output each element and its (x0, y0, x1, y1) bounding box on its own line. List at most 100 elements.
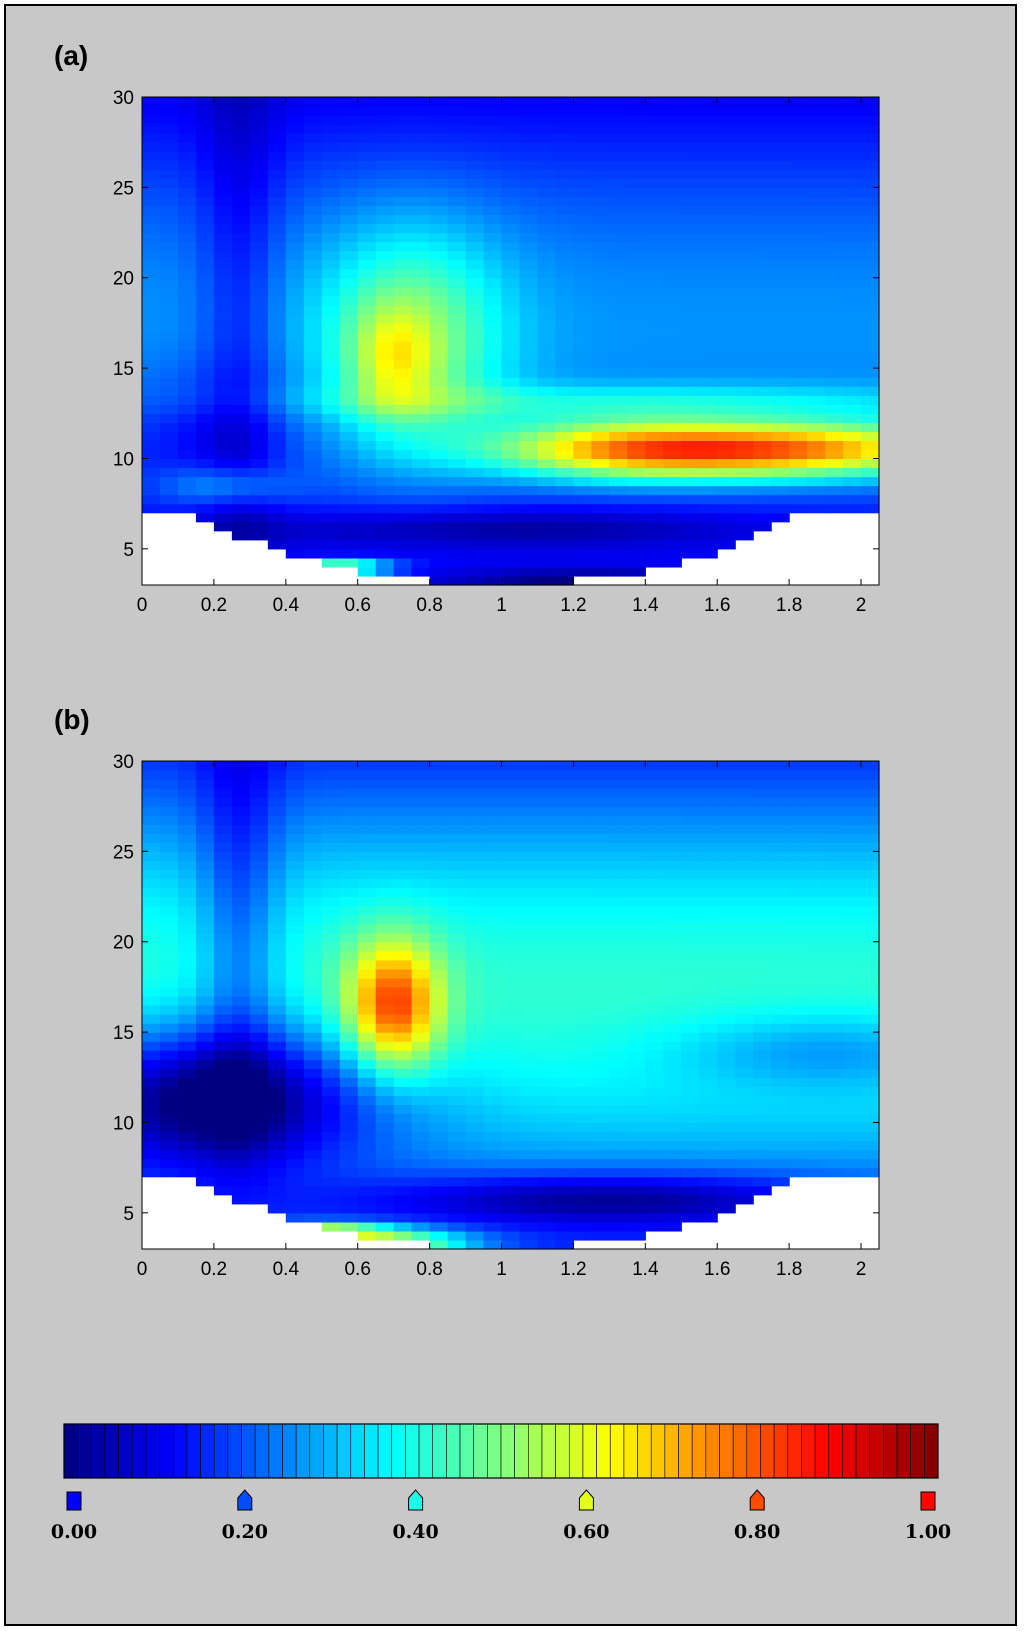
heatmap-cell (573, 1059, 592, 1069)
heatmap-cell (339, 1032, 359, 1042)
colorbar-swatch (282, 1423, 297, 1479)
heatmap-cell (627, 359, 646, 369)
heatmap-cell (177, 824, 197, 834)
heatmap-cell (753, 1077, 772, 1087)
heatmap-cell (681, 932, 700, 943)
heatmap-cell (519, 440, 539, 451)
heatmap-cell (411, 250, 431, 261)
heatmap-cell (393, 1050, 413, 1060)
heatmap-cell (159, 331, 179, 342)
heatmap-cell (537, 923, 557, 934)
heatmap-cell (375, 115, 395, 125)
heatmap-cell (861, 268, 880, 279)
heatmap-cell (789, 905, 808, 916)
heatmap-cell (843, 440, 862, 451)
heatmap-cell (213, 959, 233, 970)
heatmap-cell (771, 494, 790, 505)
colorbar-swatch (568, 1423, 584, 1479)
heatmap-cell (357, 232, 377, 243)
heatmap-cell (285, 313, 305, 324)
heatmap-cell (645, 178, 664, 188)
heatmap-cell (753, 1176, 772, 1187)
heatmap-cell (159, 914, 179, 925)
heatmap-cell (339, 350, 359, 360)
heatmap-cell (357, 322, 377, 333)
x-tick-label: 1.8 (776, 1259, 802, 1280)
heatmap-cell (573, 869, 592, 880)
heatmap-cell (591, 1086, 610, 1096)
heatmap-cell (393, 368, 413, 378)
heatmap-cell (285, 268, 305, 279)
heatmap-cell (555, 869, 575, 880)
heatmap-cell (717, 521, 736, 532)
heatmap-cell (303, 1095, 323, 1106)
heatmap-cell (573, 124, 592, 134)
heatmap-cell (555, 313, 575, 324)
heatmap-cell (429, 241, 449, 252)
heatmap-cell (645, 1041, 664, 1051)
heatmap-cell (591, 494, 610, 505)
heatmap-cell (771, 1086, 790, 1096)
heatmap-cell (285, 995, 305, 1006)
heatmap-cell (393, 1185, 413, 1196)
heatmap-cell (861, 968, 880, 979)
heatmap-cell (807, 458, 826, 469)
heatmap-cell (429, 878, 449, 889)
heatmap-cell (861, 395, 880, 405)
heatmap-cell (285, 1032, 305, 1042)
heatmap-cell (789, 824, 808, 834)
heatmap-cell (699, 196, 718, 207)
heatmap-cell (267, 485, 287, 496)
heatmap-cell (483, 1095, 503, 1106)
heatmap-cell (465, 187, 485, 198)
heatmap-cell (771, 304, 790, 315)
heatmap-cell (555, 232, 575, 243)
heatmap-cell (681, 1212, 700, 1223)
heatmap-cell (411, 950, 431, 961)
heatmap-cell (717, 205, 736, 216)
heatmap-cell (465, 1050, 485, 1060)
heatmap-cell (483, 350, 503, 360)
heatmap-cell (159, 196, 179, 207)
heatmap-cell (375, 806, 395, 816)
heatmap-cell (825, 313, 844, 324)
heatmap-cell (321, 404, 341, 414)
heatmap-cell (663, 1176, 682, 1187)
heatmap-cell (375, 494, 395, 505)
heatmap-cell (609, 377, 628, 387)
heatmap-cell (249, 232, 269, 243)
heatmap-cell (375, 566, 395, 577)
heatmap-cell (285, 1059, 305, 1069)
heatmap-cell (303, 521, 323, 532)
heatmap-cell (501, 1194, 521, 1205)
heatmap-cell (663, 1221, 682, 1232)
heatmap-cell (159, 404, 179, 414)
heatmap-cell (357, 476, 377, 487)
heatmap-cell (195, 770, 215, 780)
heatmap-cell (609, 557, 628, 568)
heatmap-cell (627, 512, 646, 523)
heatmap-cell (393, 1041, 413, 1051)
heatmap-cell (663, 1203, 682, 1214)
colorbar-marker (749, 1489, 765, 1511)
heatmap-cell (843, 896, 862, 907)
heatmap-cell (285, 386, 305, 396)
y-tick-label: 30 (113, 752, 134, 773)
heatmap-cell (501, 1221, 521, 1232)
heatmap-cell (231, 304, 251, 315)
heatmap-cell (285, 770, 305, 780)
heatmap-cell (519, 1068, 539, 1078)
heatmap-cell (501, 341, 521, 351)
heatmap-cell (591, 331, 610, 342)
heatmap-cell (663, 1032, 682, 1042)
heatmap-cell (501, 160, 521, 170)
heatmap-cell (861, 1050, 880, 1060)
heatmap-cell (735, 896, 754, 907)
heatmap-cell (555, 476, 575, 487)
heatmap-cell (501, 977, 521, 988)
heatmap-cell (843, 1131, 862, 1142)
heatmap-cell (735, 1140, 754, 1151)
heatmap-cell (429, 1095, 449, 1106)
heatmap-cell (447, 97, 467, 107)
heatmap-cell (681, 214, 700, 225)
